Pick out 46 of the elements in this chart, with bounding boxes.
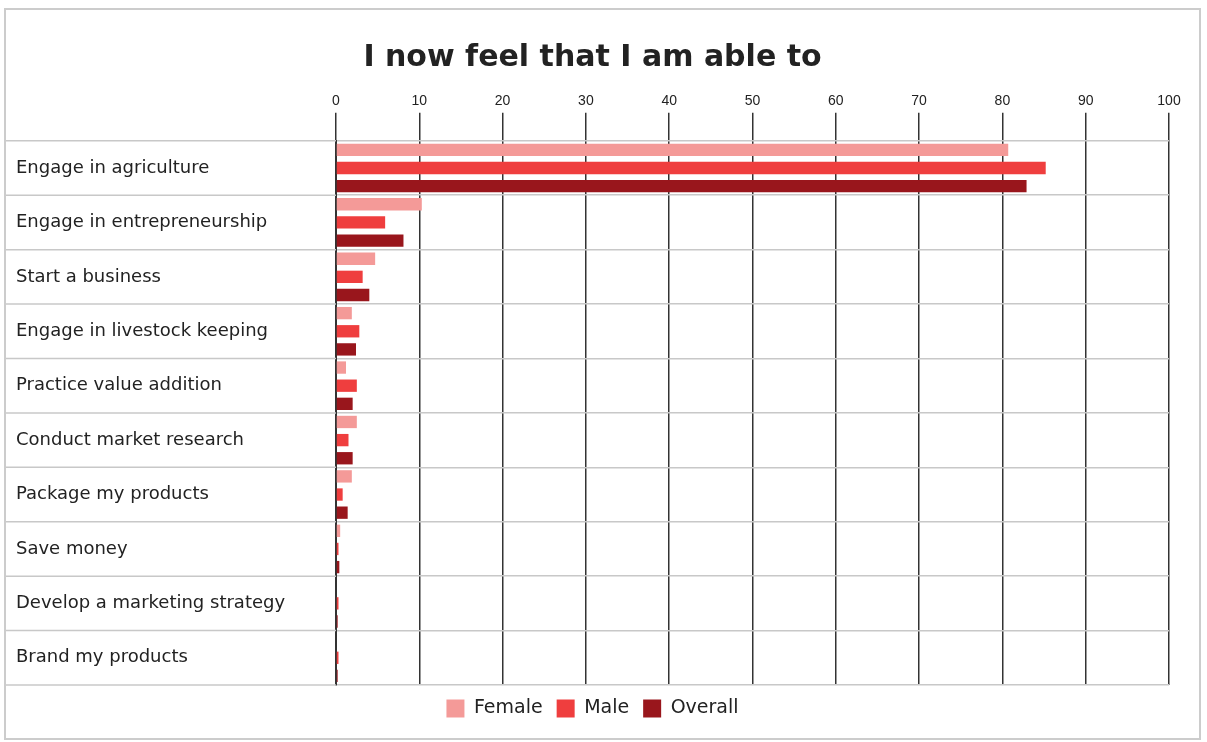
bar [336, 397, 353, 410]
x-tick-label: 30 [578, 92, 594, 109]
x-tick-label: 10 [411, 92, 428, 109]
x-tick-label: 80 [994, 92, 1011, 109]
bar [336, 216, 386, 229]
chart-title: I now feel that I am able to [363, 37, 822, 73]
legend-label: Male [584, 695, 630, 718]
bar [336, 452, 353, 465]
legend-label: Female [473, 695, 543, 718]
y-tick-label: Engage in entrepreneurship [16, 210, 268, 232]
y-tick-label: Save money [16, 536, 128, 558]
y-tick-label: Package my products [16, 482, 209, 504]
bar [336, 143, 1009, 157]
y-tick-label: Brand my products [16, 645, 188, 667]
bar [336, 470, 352, 483]
bar [336, 179, 1027, 193]
bar [336, 379, 357, 392]
bar [336, 506, 348, 519]
y-tick-label: Start a business [16, 264, 161, 286]
x-tick-label: 0 [332, 92, 341, 109]
x-tick-label: 70 [911, 92, 928, 109]
legend-label: Overall [670, 695, 739, 718]
x-tick-label: 20 [494, 92, 511, 109]
y-tick-label: Engage in livestock keeping [16, 318, 268, 340]
bar [336, 288, 370, 302]
y-tick-label: Conduct market research [16, 427, 244, 449]
x-tick-label: 50 [744, 92, 761, 109]
y-tick-label: Practice value addition [16, 373, 222, 395]
bar [336, 361, 346, 374]
bar [336, 306, 352, 320]
x-tick-label: 60 [828, 92, 844, 109]
bar [336, 161, 1046, 175]
bar [336, 433, 349, 447]
y-tick-label: Engage in agriculture [16, 155, 210, 177]
bar [336, 488, 343, 501]
bar [336, 415, 357, 429]
bar [336, 198, 422, 211]
x-tick-label: 40 [661, 92, 678, 109]
bar [336, 234, 404, 247]
bar [336, 252, 376, 265]
x-tick-label: 90 [1077, 92, 1094, 109]
bar [336, 270, 363, 284]
y-tick-label: Develop a marketing strategy [16, 591, 286, 613]
x-tick-label: 100 [1157, 92, 1181, 109]
bar [336, 343, 356, 356]
bar [336, 325, 360, 338]
